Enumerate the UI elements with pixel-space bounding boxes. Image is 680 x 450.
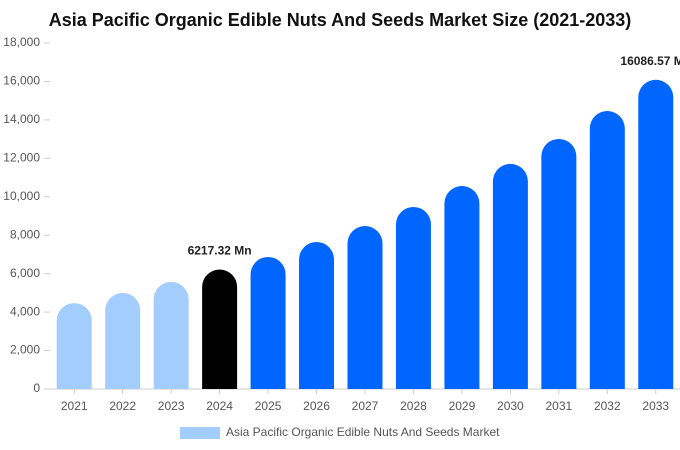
x-tick-label: 2022 — [109, 399, 136, 413]
data-label: 16086.57 Mn — [620, 54, 680, 68]
y-tick-label: 0 — [33, 381, 40, 395]
bar — [250, 256, 286, 389]
x-tick-label: 2028 — [400, 399, 427, 413]
bar — [202, 269, 238, 389]
bar — [395, 206, 431, 389]
x-tick-label: 2023 — [158, 399, 185, 413]
x-tick-label: 2033 — [642, 399, 669, 413]
bar — [638, 79, 674, 389]
bar — [153, 281, 189, 389]
bar — [56, 303, 92, 389]
x-tick-label: 2032 — [594, 399, 621, 413]
x-tick-label: 2030 — [497, 399, 524, 413]
x-tick-label: 2024 — [206, 399, 233, 413]
data-label: 6217.32 Mn — [188, 244, 252, 258]
y-tick-label: 6,000 — [10, 266, 40, 280]
bar — [347, 225, 383, 389]
bar — [492, 163, 528, 389]
bar — [105, 292, 141, 389]
y-tick-label: 14,000 — [3, 112, 40, 126]
bar — [299, 241, 335, 389]
bar — [444, 186, 480, 389]
bar — [541, 138, 577, 389]
x-tick-label: 2021 — [61, 399, 88, 413]
y-tick-label: 18,000 — [3, 35, 40, 49]
legend-label: Asia Pacific Organic Edible Nuts And See… — [226, 425, 500, 439]
x-tick-label: 2027 — [352, 399, 379, 413]
chart-title: Asia Pacific Organic Edible Nuts And See… — [49, 10, 632, 30]
y-tick-label: 4,000 — [10, 304, 40, 318]
legend-swatch — [180, 427, 220, 439]
x-tick-label: 2031 — [545, 399, 572, 413]
x-tick-label: 2025 — [255, 399, 282, 413]
y-tick-label: 2,000 — [10, 343, 40, 357]
bar — [589, 111, 625, 389]
y-tick-label: 10,000 — [3, 189, 40, 203]
x-tick-label: 2029 — [449, 399, 476, 413]
y-tick-label: 8,000 — [10, 227, 40, 241]
x-tick-label: 2026 — [303, 399, 330, 413]
y-tick-label: 12,000 — [3, 151, 40, 165]
y-tick-label: 16,000 — [3, 74, 40, 88]
